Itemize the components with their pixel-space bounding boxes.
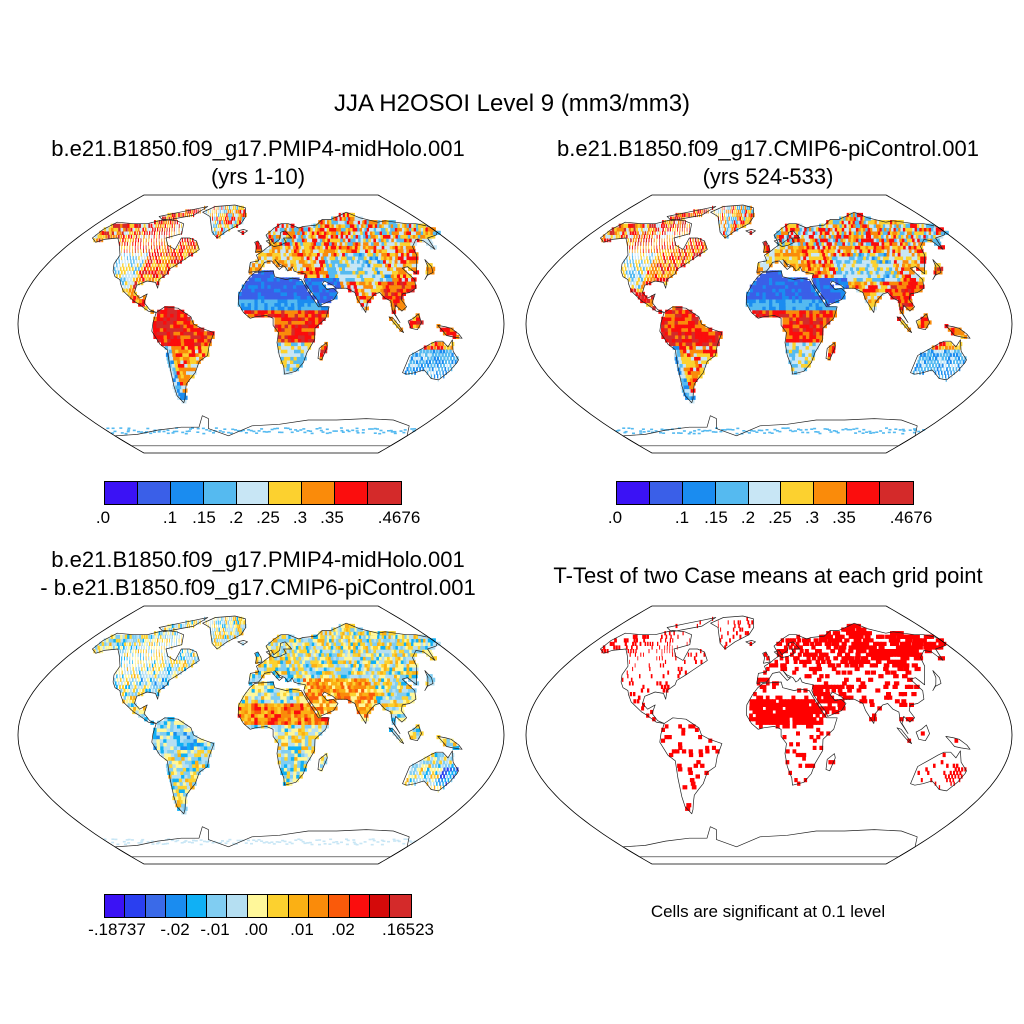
- map-cells: [601, 205, 968, 404]
- colorbar-midholo-swatch-0: [105, 482, 138, 504]
- colorbar-picontrol-swatch-1: [649, 482, 683, 504]
- panel1-title: b.e21.B1850.f09_g17.PMIP4-midHolo.001 (y…: [0, 135, 516, 191]
- panel4-title-line1: T-Test of two Case means at each grid po…: [553, 563, 983, 588]
- colorbar-midholo-tick-label: .15: [192, 508, 216, 527]
- coastlines: [92, 615, 463, 858]
- colorbar-midholo-swatch-7: [335, 482, 368, 504]
- colorbar-midholo-swatch-5: [269, 482, 303, 504]
- colorbar-difference-tick-label: .00: [244, 920, 268, 939]
- colorbar-difference-tick-label: -.02: [160, 920, 190, 939]
- panel3-title: b.e21.B1850.f09_g17.PMIP4-midHolo.001 - …: [0, 546, 516, 602]
- antarctica-coast: [106, 427, 417, 435]
- coastlines: [600, 204, 971, 447]
- panel2-title-line1: b.e21.B1850.f09_g17.CMIP6-piControl.001: [557, 136, 979, 161]
- colorbar-picontrol-swatch-8: [880, 482, 913, 504]
- map-panel-picontrol: [525, 194, 1013, 454]
- map-cells: [601, 616, 967, 811]
- colorbar-midholo-tick-label: .1: [162, 508, 178, 527]
- map-panel-ttest: [525, 605, 1013, 865]
- colorbar-difference-tick-label: .02: [331, 920, 355, 939]
- colorbar-picontrol-swatch-5: [781, 482, 815, 504]
- colorbar-picontrol-swatch-7: [847, 482, 880, 504]
- coastlines: [92, 204, 463, 447]
- colorbar-difference-swatch-8: [268, 895, 289, 917]
- colorbar-difference-swatch-10: [308, 895, 330, 917]
- colorbar-difference-swatch-1: [125, 895, 146, 917]
- map-panel-difference: [17, 605, 505, 865]
- colorbar-difference-swatch-6: [227, 895, 248, 917]
- colorbar-midholo-tick-label: .25: [256, 508, 280, 527]
- colorbar-midholo-swatch-1: [137, 482, 171, 504]
- colorbar-picontrol-tick-label: .35: [832, 508, 856, 527]
- colorbar-midholo-tick-label: .2: [228, 508, 244, 527]
- antarctica-coast: [103, 838, 417, 846]
- antarctica-coast: [615, 427, 926, 435]
- colorbar-difference-swatch-14: [390, 895, 411, 917]
- colorbar-difference-swatch-0: [105, 895, 126, 917]
- panel2-title: b.e21.B1850.f09_g17.CMIP6-piControl.001 …: [512, 135, 1024, 191]
- colorbar-midholo-swatch-6: [302, 482, 336, 504]
- colorbar-difference-swatch-2: [145, 895, 167, 917]
- colorbar-picontrol-swatch-3: [715, 482, 749, 504]
- colorbar-midholo-swatch-8: [368, 482, 401, 504]
- colorbar-midholo-tick-label: .0: [95, 508, 111, 527]
- panel3-title-line1: b.e21.B1850.f09_g17.PMIP4-midHolo.001: [51, 547, 465, 572]
- colorbar-midholo-swatch-2: [170, 482, 204, 504]
- colorbar-picontrol-tick-label: .4676: [889, 508, 933, 527]
- colorbar-difference-tick-label: .16523: [382, 920, 434, 939]
- colorbar-picontrol-tick-label: .0: [607, 508, 623, 527]
- colorbar-difference-tick-label: .01: [290, 920, 314, 939]
- colorbar-picontrol-swatch-0: [617, 482, 650, 504]
- panel4-title: T-Test of two Case means at each grid po…: [512, 562, 1024, 590]
- figure-title: JJA H2OSOI Level 9 (mm3/mm3): [333, 90, 691, 117]
- map-cells: [93, 205, 460, 404]
- colorbar-difference-swatch-13: [370, 895, 391, 917]
- colorbar-difference-tick-label: -.18737: [88, 920, 146, 939]
- colorbar-difference-tick-label: -.01: [200, 920, 230, 939]
- panel2-title-line2: (yrs 524-533): [702, 164, 834, 189]
- colorbar-difference-swatch-3: [166, 895, 187, 917]
- colorbar-picontrol-tick-label: .3: [804, 508, 820, 527]
- colorbar-picontrol-tick-label: .25: [768, 508, 792, 527]
- colorbar-picontrol: [616, 481, 914, 505]
- map-panel-midholo: [17, 194, 505, 454]
- colorbar-midholo-swatch-4: [236, 482, 270, 504]
- colorbar-picontrol-swatch-2: [682, 482, 716, 504]
- map-outline: [525, 194, 1013, 454]
- colorbar-midholo-swatch-3: [203, 482, 237, 504]
- colorbar-picontrol-swatch-4: [748, 482, 782, 504]
- significance-note: Cells are significant at 0.1 level: [650, 902, 886, 921]
- panel1-title-line1: b.e21.B1850.f09_g17.PMIP4-midHolo.001: [51, 136, 465, 161]
- colorbar-midholo-tick-label: .4676: [377, 508, 421, 527]
- colorbar-difference-swatch-9: [288, 895, 309, 917]
- colorbar-difference-swatch-5: [206, 895, 228, 917]
- coastlines: [600, 615, 971, 858]
- colorbar-difference-swatch-11: [329, 895, 350, 917]
- map-outline: [17, 194, 505, 454]
- colorbar-difference-swatch-4: [186, 895, 207, 917]
- colorbar-difference: [104, 894, 412, 918]
- colorbar-difference-swatch-7: [247, 895, 269, 917]
- map-outline: [525, 605, 1013, 865]
- panel1-title-line2: (yrs 1-10): [210, 164, 306, 189]
- colorbar-picontrol-tick-label: .1: [674, 508, 690, 527]
- colorbar-midholo-tick-label: .35: [320, 508, 344, 527]
- map-outline: [17, 605, 505, 865]
- colorbar-midholo-tick-label: .3: [292, 508, 308, 527]
- map-cells: [93, 616, 460, 815]
- colorbar-difference-swatch-12: [349, 895, 371, 917]
- colorbar-picontrol-swatch-6: [814, 482, 848, 504]
- colorbar-midholo: [104, 481, 402, 505]
- colorbar-picontrol-tick-label: .2: [740, 508, 756, 527]
- panel3-title-line2: - b.e21.B1850.f09_g17.CMIP6-piControl.00…: [40, 575, 476, 600]
- colorbar-picontrol-tick-label: .15: [704, 508, 728, 527]
